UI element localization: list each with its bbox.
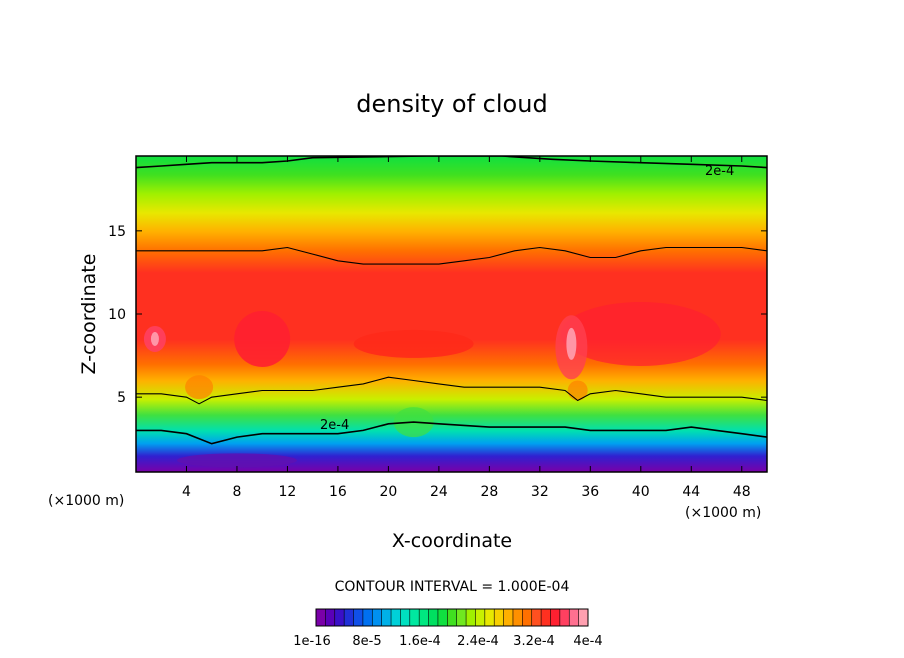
heatmap-blob-2 [560, 301, 721, 366]
contour-line-0 [136, 421, 767, 445]
x-tick-label-7: 32 [531, 484, 549, 500]
colorbar-swatch-0 [316, 609, 326, 626]
y-tick-label-0: 5 [117, 390, 126, 406]
colorbar-swatch-11 [419, 609, 429, 626]
colorbar-swatch-12 [428, 609, 439, 626]
heatmap-blob-6 [150, 331, 159, 346]
contour-label-lower: 2e-4 [320, 418, 349, 433]
colorbar-swatch-7 [381, 609, 392, 626]
colorbar-swatch-6 [372, 609, 382, 626]
colorbar [315, 608, 589, 627]
colorbar-swatch-20 [503, 609, 514, 626]
plot-area [136, 156, 767, 472]
colorbar-label-1: 8e-5 [352, 634, 381, 649]
x-tick-label-5: 24 [430, 484, 448, 500]
x-tick-label-2: 12 [279, 484, 297, 500]
contour-line-2 [136, 246, 767, 265]
colorbar-label-3: 2.4e-4 [457, 634, 499, 649]
colorbar-swatch-26 [559, 609, 570, 626]
colorbar-swatch-4 [353, 609, 364, 626]
colorbar-labels: 1e-16 8e-5 1.6e-4 2.4e-4 3.2e-4 4e-4 [293, 634, 602, 649]
heatmap-blob-0 [234, 310, 291, 367]
y-unit-label: (×1000 m) [48, 493, 124, 509]
x-axis-ticks: 4 8 12 16 20 24 28 32 36 40 44 48 [182, 156, 751, 500]
colorbar-label-5: 4e-4 [573, 634, 602, 649]
contour-line-1 [136, 376, 767, 405]
heatmap-blob-9 [176, 453, 297, 468]
colorbar-swatch-8 [391, 609, 401, 626]
colorbar-swatch-15 [456, 609, 467, 626]
colorbar-swatch-3 [344, 609, 354, 626]
x-tick-label-6: 28 [480, 484, 498, 500]
colorbar-swatch-13 [437, 609, 448, 626]
colorbar-swatch-5 [362, 609, 373, 626]
colorbar-swatch-16 [466, 609, 476, 626]
y-tick-label-2: 15 [108, 224, 126, 240]
colorbar-swatch-2 [334, 609, 345, 626]
x-tick-label-11: 48 [733, 484, 751, 500]
heatmap-blobs [143, 301, 721, 468]
heatmap-blob-4 [566, 327, 577, 360]
colorbar-label-2: 1.6e-4 [399, 634, 441, 649]
colorbar-swatch-27 [569, 609, 579, 626]
colorbar-swatch-24 [541, 609, 551, 626]
x-tick-label-1: 8 [232, 484, 241, 500]
x-tick-label-9: 40 [632, 484, 650, 500]
colorbar-swatch-9 [400, 609, 411, 626]
y-axis-ticks: 5 10 15 [108, 224, 767, 406]
x-tick-label-8: 36 [581, 484, 599, 500]
contour-line-3 [136, 156, 767, 169]
contour-interval-label: CONTOUR INTERVAL = 1.000E-04 [335, 579, 570, 595]
x-tick-label-4: 20 [379, 484, 397, 500]
colorbar-label-4: 3.2e-4 [513, 634, 555, 649]
colorbar-swatch-25 [550, 609, 561, 626]
contour-lines [136, 156, 767, 445]
x-tick-label-3: 16 [329, 484, 347, 500]
colorbar-swatch-22 [522, 609, 533, 626]
colorbar-swatch-10 [409, 609, 420, 626]
x-tick-label-10: 44 [682, 484, 700, 500]
colorbar-swatch-1 [325, 609, 336, 626]
y-axis-label: Z-coordinate [78, 254, 100, 375]
x-unit-label: (×1000 m) [685, 505, 761, 521]
y-tick-label-1: 10 [108, 307, 126, 323]
colorbar-frame [315, 608, 589, 627]
contour-label-top: 2e-4 [705, 164, 734, 179]
colorbar-swatch-17 [475, 609, 486, 626]
colorbar-label-0: 1e-16 [293, 634, 331, 649]
heatmap-blob-7 [185, 375, 214, 400]
heatmap-blob-8 [567, 380, 588, 401]
chart-title: density of cloud [356, 90, 547, 118]
colorbar-swatch-14 [447, 609, 457, 626]
x-tick-label-0: 4 [182, 484, 191, 500]
colorbar-swatch-21 [512, 609, 523, 626]
heatmap-blob-1 [353, 329, 474, 358]
colorbar-swatch-18 [484, 609, 495, 626]
x-axis-label: X-coordinate [392, 530, 512, 552]
colorbar-swatch-23 [531, 609, 542, 626]
colorbar-swatch-28 [578, 609, 589, 626]
colorbar-swatch-19 [494, 609, 504, 626]
